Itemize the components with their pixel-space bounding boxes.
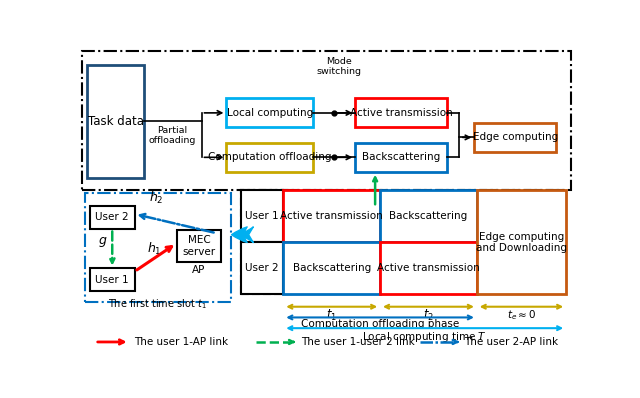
FancyBboxPatch shape: [227, 98, 313, 127]
FancyBboxPatch shape: [90, 206, 134, 228]
FancyBboxPatch shape: [477, 190, 566, 295]
Text: The user 1-user 2 link: The user 1-user 2 link: [301, 337, 415, 347]
Text: User 2: User 2: [95, 212, 129, 222]
FancyBboxPatch shape: [90, 268, 134, 291]
Text: $h_2$: $h_2$: [150, 190, 164, 206]
Text: Ambient energy: Ambient energy: [380, 194, 458, 204]
FancyBboxPatch shape: [474, 123, 556, 152]
Text: Backscattering: Backscattering: [389, 211, 468, 221]
Text: Backscattering: Backscattering: [362, 152, 440, 162]
Text: The user 1-AP link: The user 1-AP link: [134, 337, 228, 347]
FancyBboxPatch shape: [284, 190, 380, 242]
Text: The first time slot $t_1$: The first time slot $t_1$: [108, 298, 206, 311]
Text: Mode
switching: Mode switching: [317, 57, 362, 76]
Text: $h_1$: $h_1$: [147, 240, 162, 257]
Text: User 1: User 1: [95, 275, 129, 285]
Text: User 1: User 1: [246, 211, 279, 221]
Text: Partial
offloading: Partial offloading: [148, 126, 195, 145]
FancyBboxPatch shape: [177, 230, 221, 262]
FancyBboxPatch shape: [85, 193, 231, 302]
FancyBboxPatch shape: [241, 242, 284, 295]
Text: Computation offloading phase: Computation offloading phase: [301, 319, 460, 329]
FancyBboxPatch shape: [241, 190, 566, 295]
Text: Local computing time $T$: Local computing time $T$: [362, 330, 487, 344]
Text: Active transmission: Active transmission: [280, 211, 383, 221]
Text: $t_2$: $t_2$: [423, 308, 434, 323]
Text: MEC
server: MEC server: [182, 235, 216, 257]
FancyBboxPatch shape: [88, 64, 145, 178]
Text: AP: AP: [193, 265, 205, 275]
Text: The user 2-AP link: The user 2-AP link: [465, 337, 559, 347]
Text: Edge computing: Edge computing: [472, 133, 558, 142]
Text: $t_1$: $t_1$: [326, 308, 337, 323]
FancyBboxPatch shape: [380, 242, 477, 295]
FancyBboxPatch shape: [284, 242, 380, 295]
Text: Edge computing
and Downloading: Edge computing and Downloading: [476, 232, 567, 253]
Text: Computation offloading: Computation offloading: [208, 152, 332, 162]
Text: Active transmission: Active transmission: [377, 263, 480, 273]
FancyBboxPatch shape: [380, 190, 477, 242]
Text: Active transmission: Active transmission: [350, 108, 452, 118]
Text: $t_e\approx 0$: $t_e\approx 0$: [507, 308, 536, 322]
FancyBboxPatch shape: [241, 190, 284, 242]
Text: $g$: $g$: [97, 235, 107, 250]
Text: Task data: Task data: [88, 115, 144, 128]
FancyBboxPatch shape: [355, 143, 447, 172]
FancyBboxPatch shape: [355, 98, 447, 127]
Text: Local computing: Local computing: [227, 108, 313, 118]
Text: User 2: User 2: [246, 263, 279, 273]
FancyBboxPatch shape: [227, 143, 313, 172]
Text: Backscattering: Backscattering: [292, 263, 371, 273]
FancyBboxPatch shape: [83, 51, 571, 190]
